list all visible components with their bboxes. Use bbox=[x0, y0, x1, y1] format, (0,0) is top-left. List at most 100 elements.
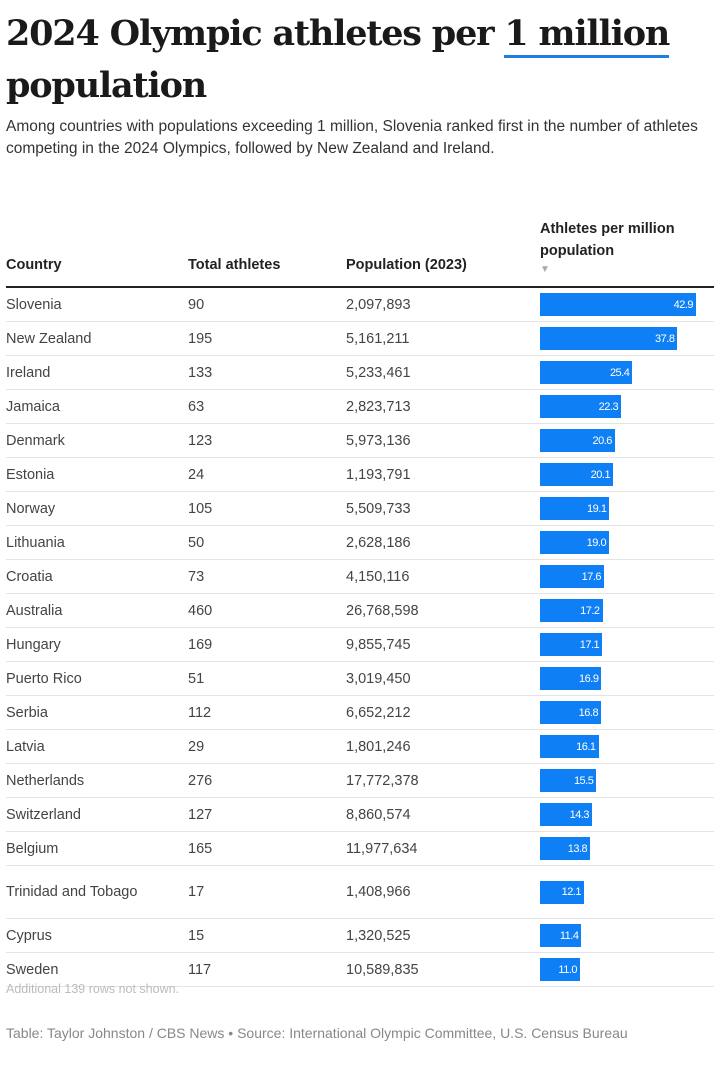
athletes-cell: 117 bbox=[188, 961, 212, 978]
subtitle: Among countries with populations exceedi… bbox=[6, 118, 698, 157]
country-cell: Belgium bbox=[6, 840, 59, 857]
country-cell: Australia bbox=[6, 602, 63, 619]
bar: 16.8 bbox=[540, 701, 602, 724]
country-cell: Denmark bbox=[6, 432, 65, 449]
bar-value-label: 37.8 bbox=[655, 332, 675, 345]
athletes-cell: 105 bbox=[188, 500, 213, 517]
table-row: Puerto Rico 51 3,019,450 16.9 bbox=[6, 662, 714, 696]
bar-value-label: 19.0 bbox=[586, 536, 607, 549]
column-header-total-athletes[interactable]: Total athletes bbox=[188, 257, 281, 273]
athletes-cell: 24 bbox=[188, 466, 205, 483]
bar-value-label: 22.3 bbox=[598, 400, 619, 413]
source-credit: Table: Taylor Johnston / CBS News • Sour… bbox=[6, 1025, 628, 1041]
country-cell: Norway bbox=[6, 500, 56, 517]
athletes-cell: 133 bbox=[188, 364, 213, 381]
country-cell: Estonia bbox=[6, 466, 55, 483]
bar-value-label: 16.9 bbox=[579, 672, 599, 685]
country-cell: Jamaica bbox=[6, 398, 60, 415]
bar: 11.4 bbox=[540, 924, 582, 947]
population-cell: 5,161,211 bbox=[346, 330, 410, 347]
population-cell: 3,019,450 bbox=[346, 670, 411, 687]
per-million-cell: 25.4 bbox=[540, 356, 710, 389]
athletes-cell: 29 bbox=[188, 738, 205, 755]
per-million-cell: 14.3 bbox=[540, 798, 710, 831]
table-row: Lithuania 50 2,628,186 19.0 bbox=[6, 526, 714, 560]
bar-value-label: 14.3 bbox=[569, 808, 590, 821]
table-row: Jamaica 63 2,823,713 22.3 bbox=[6, 390, 714, 424]
bar: 19.0 bbox=[540, 531, 610, 554]
title-text-end: population bbox=[6, 65, 207, 106]
athletes-cell: 63 bbox=[188, 398, 205, 415]
table-row: Denmark 123 5,973,136 20.6 bbox=[6, 424, 714, 458]
per-million-cell: 19.0 bbox=[540, 526, 710, 559]
bar: 19.1 bbox=[540, 497, 610, 520]
bar: 17.6 bbox=[540, 565, 604, 588]
population-cell: 10,589,835 bbox=[346, 961, 419, 978]
table-row: Croatia 73 4,150,116 17.6 bbox=[6, 560, 714, 594]
athletes-cell: 460 bbox=[188, 602, 213, 619]
bar: 17.2 bbox=[540, 599, 603, 622]
bar-value-label: 15.5 bbox=[573, 774, 594, 787]
bar: 25.4 bbox=[540, 361, 633, 384]
population-cell: 8,860,574 bbox=[346, 806, 411, 823]
table-row: Trinidad and Tobago 17 1,408,966 12.1 bbox=[6, 866, 714, 919]
column-header-per-million-label: Athletes per million population bbox=[540, 221, 675, 259]
bar-value-label: 20.1 bbox=[590, 468, 611, 481]
column-header-population[interactable]: Population (2023) bbox=[346, 257, 467, 273]
per-million-cell: 11.4 bbox=[540, 919, 710, 952]
country-cell: Serbia bbox=[6, 704, 48, 721]
per-million-cell: 22.3 bbox=[540, 390, 710, 423]
athletes-cell: 112 bbox=[188, 704, 212, 721]
bar: 14.3 bbox=[540, 803, 592, 826]
bar: 12.1 bbox=[540, 880, 584, 904]
sort-down-icon[interactable]: ▼ bbox=[540, 264, 550, 275]
per-million-cell: 19.1 bbox=[540, 492, 710, 525]
column-header-country[interactable]: Country bbox=[6, 257, 62, 273]
population-cell: 1,320,525 bbox=[346, 927, 411, 944]
athletes-cell: 50 bbox=[188, 534, 205, 551]
table-row: Estonia 24 1,193,791 20.1 bbox=[6, 458, 714, 492]
country-cell: Ireland bbox=[6, 364, 51, 381]
per-million-cell: 15.5 bbox=[540, 764, 710, 797]
table-row: Netherlands 276 17,772,378 15.5 bbox=[6, 764, 714, 798]
bar-value-label: 20.6 bbox=[592, 434, 612, 447]
country-cell: New Zealand bbox=[6, 330, 92, 347]
athletes-cell: 73 bbox=[188, 568, 205, 585]
bar: 11.0 bbox=[540, 958, 580, 981]
bar: 13.8 bbox=[540, 837, 591, 860]
title-highlight: 1 million bbox=[504, 13, 670, 58]
bar: 37.8 bbox=[540, 327, 678, 350]
population-cell: 2,628,186 bbox=[346, 534, 411, 551]
athletes-cell: 169 bbox=[188, 636, 213, 653]
bar: 16.9 bbox=[540, 667, 602, 690]
bar-value-label: 17.1 bbox=[579, 638, 600, 651]
country-cell: Slovenia bbox=[6, 296, 62, 313]
bar: 42.9 bbox=[540, 293, 696, 316]
bar-value-label: 12.1 bbox=[561, 886, 582, 898]
bar-value-label: 13.8 bbox=[567, 842, 588, 855]
population-cell: 4,150,116 bbox=[346, 568, 410, 585]
country-cell: Lithuania bbox=[6, 534, 65, 551]
athletes-cell: 276 bbox=[188, 772, 213, 789]
table-body: Slovenia 90 2,097,893 42.9 New Zealand 195 5,1… bbox=[6, 288, 714, 987]
bar: 22.3 bbox=[540, 395, 622, 418]
table-row: Norway 105 5,509,733 19.1 bbox=[6, 492, 714, 526]
bar-value-label: 16.1 bbox=[576, 740, 596, 753]
bar-value-label: 25.4 bbox=[609, 366, 630, 379]
bar: 20.1 bbox=[540, 463, 614, 486]
population-cell: 6,652,212 bbox=[346, 704, 411, 721]
population-cell: 11,977,634 bbox=[346, 840, 418, 857]
population-cell: 5,973,136 bbox=[346, 432, 411, 449]
per-million-cell: 17.2 bbox=[540, 594, 710, 627]
bar-value-label: 16.8 bbox=[578, 706, 599, 719]
athletes-cell: 195 bbox=[188, 330, 213, 347]
table-row: Serbia 112 6,652,212 16.8 bbox=[6, 696, 714, 730]
page-title: 2024 Olympic athletes per 1 million popu… bbox=[6, 8, 716, 112]
per-million-cell: 17.6 bbox=[540, 560, 710, 593]
per-million-cell: 16.8 bbox=[540, 696, 710, 729]
athletes-cell: 165 bbox=[188, 840, 213, 857]
country-cell: Trinidad and Tobago bbox=[6, 884, 138, 900]
table-row: Belgium 165 11,977,634 13.8 bbox=[6, 832, 714, 866]
column-header-per-million[interactable]: Athletes per million population ▼ bbox=[540, 218, 710, 278]
country-cell: Netherlands bbox=[6, 772, 85, 789]
